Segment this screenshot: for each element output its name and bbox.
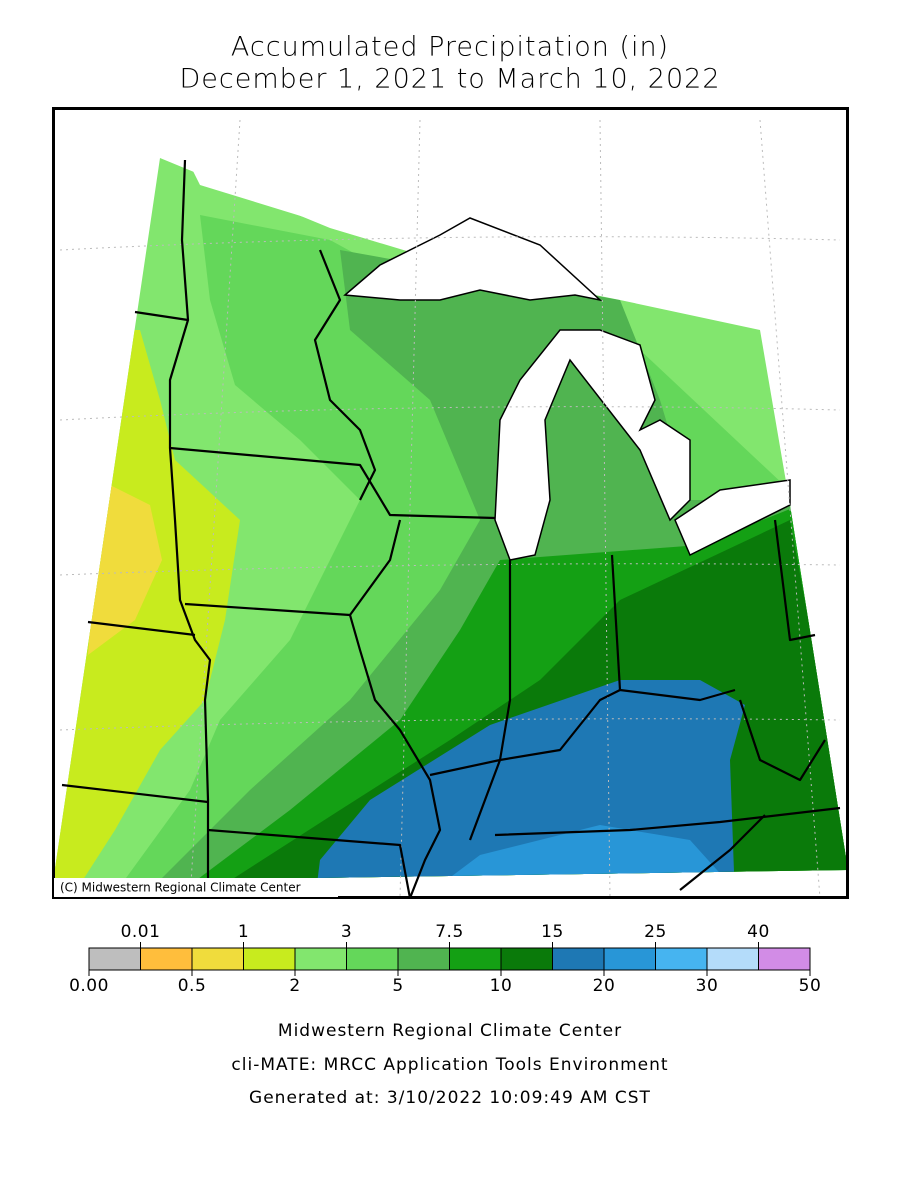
legend-swatch [655,947,708,971]
legend-swatch [191,947,244,971]
legend-swatch [706,947,759,971]
map-frame [52,107,849,899]
footer-line: cli-MATE: MRCC Application Tools Environ… [231,1055,668,1075]
legend-label: 0.00 [69,976,109,996]
legend-swatch [397,947,450,971]
legend-swatch [294,947,347,971]
legend-label: 3 [341,922,352,942]
legend-swatch [140,947,193,971]
legend: 0.00 0.01 0.5 1 2 3 5 7.5 10 15 20 25 30 40 50 [69,922,821,996]
title-line: Accumulated Precipitation (in) [231,32,669,63]
legend-label: 30 [696,976,719,996]
legend-label: 0.01 [121,922,161,942]
title-line: December 1, 2021 to March 10, 2022 [179,64,720,95]
legend-swatch [603,947,656,971]
legend-label: 0.5 [178,976,207,996]
legend-swatch [500,947,553,971]
legend-swatch [758,947,811,971]
footer-line: Midwestern Regional Climate Center [278,1021,622,1041]
legend-label: 1 [238,922,249,942]
legend-label: 2 [289,976,300,996]
legend-label: 15 [541,922,564,942]
map: (C) Midwestern Regional Climate Center [54,109,847,897]
legend-swatch [88,947,141,971]
legend-swatch [346,947,399,971]
legend-label: 40 [747,922,770,942]
legend-label: 20 [593,976,616,996]
legend-label: 10 [490,976,513,996]
legend-label: 5 [392,976,403,996]
legend-label: 50 [799,976,822,996]
legend-swatch [552,947,605,971]
legend-swatch [449,947,502,971]
map-credit: (C) Midwestern Regional Climate Center [60,881,301,895]
legend-swatch [243,947,296,971]
footer-line: Generated at: 3/10/2022 10:09:49 AM CST [249,1088,651,1108]
legend-label: 25 [644,922,667,942]
legend-label: 7.5 [435,922,464,942]
